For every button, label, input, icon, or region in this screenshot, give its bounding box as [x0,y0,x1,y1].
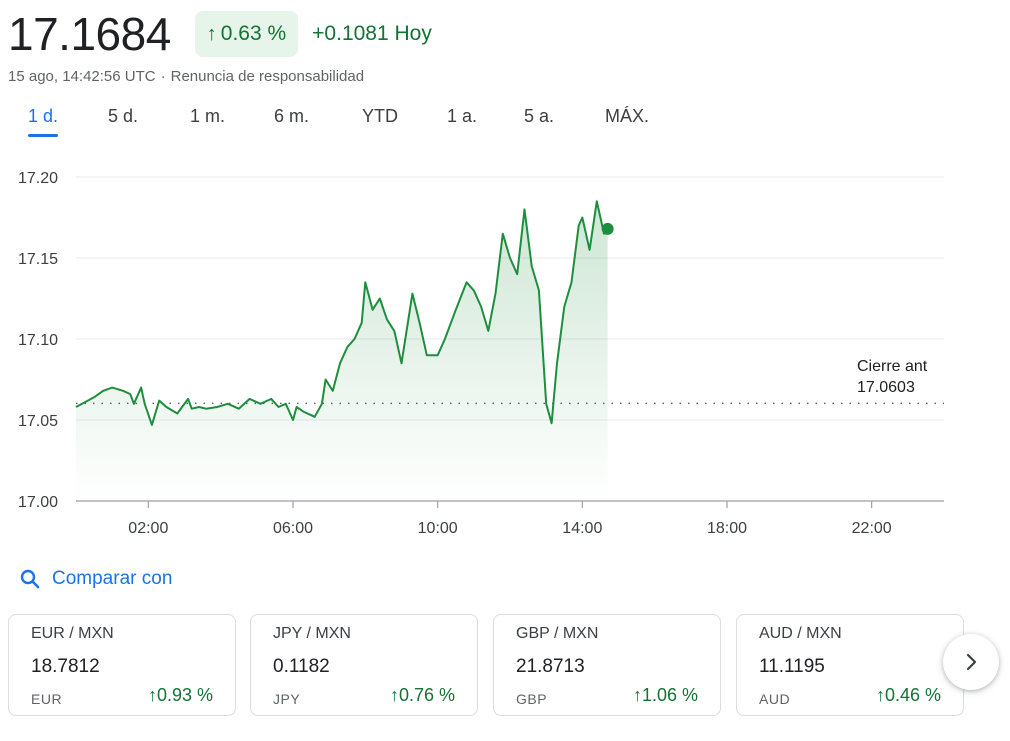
card-currency: AUD [759,691,791,707]
card-change-value: 0.46 % [884,685,941,705]
card-change: ↑0.46 % [876,685,941,706]
tab-max[interactable]: MÁX. [605,106,650,126]
arrow-up-icon: ↑ [206,22,217,45]
y-tick-label: 17.10 [18,332,58,349]
card-pair: EUR / MXN [31,625,114,642]
arrow-up-icon: ↑ [147,685,157,705]
timestamp: 15 ago, 14:42:56 UTC [8,68,156,85]
card-pair: AUD / MXN [759,625,842,642]
arrow-up-icon: ↑ [389,685,399,705]
card-change-value: 0.93 % [156,685,213,705]
x-tick-label: 10:00 [418,520,458,537]
quote-header: 17.1684 ↑ 0.63 % +0.1081 Hoy [8,8,432,60]
card-pair: GBP / MXN [516,625,599,642]
card-change-value: 1.06 % [641,685,698,705]
tab-6m[interactable]: 6 m. [274,106,310,126]
percent-change-badge: ↑ 0.63 % [194,11,299,57]
card-jpy-mxn[interactable]: JPY / MXN 0.1182 JPY ↑0.76 % [250,614,478,716]
card-change: ↑1.06 % [633,685,698,706]
search-icon [20,569,40,589]
disclaimer-link[interactable]: Renuncia de responsabilidad [170,68,365,85]
price-chart[interactable]: 17.20 17.15 17.10 17.05 17.00 02:00 06:00 10:0… [0,150,1010,550]
x-tick-label: 18:00 [707,520,747,537]
card-change: ↑0.76 % [390,685,455,706]
tab-1a[interactable]: 1 a. [447,106,478,126]
card-currency: EUR [31,691,63,707]
tab-ytd[interactable]: YTD [362,106,398,126]
price-area [76,201,608,502]
tab-1m[interactable]: 1 m. [190,106,226,126]
tab-1d[interactable]: 1 d. [28,106,59,137]
card-eur-mxn[interactable]: EUR / MXN 18.7812 EUR ↑0.93 % [8,614,236,716]
previous-close-value: 17.0603 [857,379,915,396]
arrow-up-icon: ↑ [875,685,885,705]
timestamp-line: 15 ago, 14:42:56 UTC · Renuncia de respons… [8,68,364,85]
next-cards-button[interactable] [943,634,999,690]
separator-dot: · [160,68,166,85]
current-price-dot [601,222,614,235]
card-change: ↑0.93 % [148,685,213,706]
current-price: 17.1684 [8,8,171,60]
compare-button[interactable]: Comparar con [20,568,172,590]
y-tick-label: 17.15 [18,251,58,268]
percent-change-value: 0.63 % [220,22,287,45]
x-tick-label: 02:00 [128,520,168,537]
price-line [75,200,609,426]
x-tick-label: 06:00 [273,520,313,537]
chevron-right-icon [966,653,977,671]
y-tick-label: 17.05 [18,413,58,430]
arrow-up-icon: ↑ [632,685,642,705]
card-pair: JPY / MXN [273,625,351,642]
tab-5d[interactable]: 5 d. [108,106,139,126]
card-currency: GBP [516,691,548,707]
previous-close-label: Cierre ant [857,358,928,375]
card-value: 0.1182 [273,656,330,677]
card-value: 21.8713 [516,656,585,677]
x-tick-label: 22:00 [852,520,892,537]
card-value: 11.1195 [759,656,825,677]
card-aud-mxn[interactable]: AUD / MXN 11.1195 AUD ↑0.46 % [736,614,964,716]
x-tick-label: 14:00 [562,520,602,537]
y-tick-label: 17.20 [18,170,58,187]
tab-5a[interactable]: 5 a. [524,106,555,126]
card-gbp-mxn[interactable]: GBP / MXN 21.8713 GBP ↑1.06 % [493,614,721,716]
card-value: 18.7812 [31,656,100,677]
card-currency: JPY [273,691,301,707]
y-tick-label: 17.00 [18,494,58,511]
card-change-value: 0.76 % [398,685,455,705]
compare-label: Comparar con [52,568,173,589]
absolute-change: +0.1081 Hoy [312,22,432,45]
